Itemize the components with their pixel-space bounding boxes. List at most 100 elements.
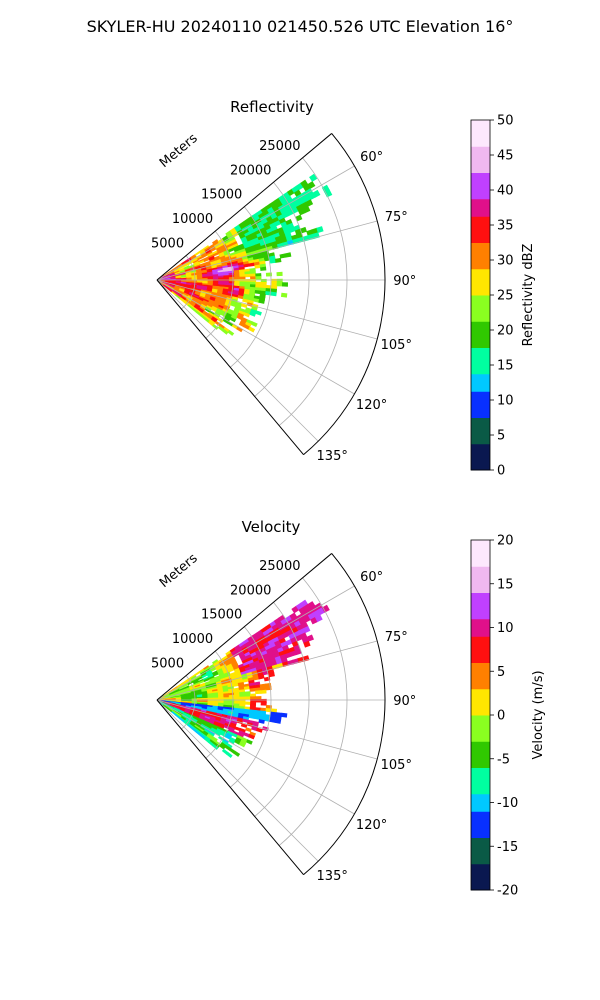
colorbar-tick-label: 45 (497, 149, 514, 164)
colorbar-tick-label: 10 (497, 394, 514, 409)
colorbar-segment (471, 653, 490, 663)
colorbar-segment (471, 583, 490, 593)
colorbar-segment (471, 566, 490, 576)
colorbar-segment (471, 417, 490, 427)
field-cell (281, 282, 289, 287)
field-cell (248, 734, 255, 740)
field-cell (265, 686, 272, 691)
colorbar-segment (471, 872, 490, 882)
field-cell (253, 715, 261, 720)
colorbar-tick-label: 10 (497, 621, 514, 636)
colorbar-tick-label: 40 (497, 184, 514, 199)
sector-edge (156, 279, 304, 455)
colorbar-segment (471, 198, 490, 208)
colorbar-segment (471, 163, 490, 173)
field-cell (280, 292, 288, 298)
range-ring (278, 157, 348, 426)
colorbar-segment (471, 443, 490, 453)
radial-tick-label: 15000 (201, 188, 242, 203)
field-cell (194, 251, 201, 257)
colorbar-segment (471, 181, 490, 191)
azimuth-spoke (156, 279, 319, 442)
colorbar-segment (471, 557, 490, 567)
colorbar-segment (471, 680, 490, 690)
colorbar-tick-label: -15 (497, 840, 518, 855)
field-cell (256, 727, 263, 733)
velocity-radial-tick-labels: 5000 10000 15000 20000 25000 (151, 559, 300, 672)
field-cell (274, 718, 282, 724)
field-cell (250, 276, 257, 280)
field-cell (229, 317, 237, 323)
colorbar-segment (471, 785, 490, 795)
colorbar-segment (471, 618, 490, 628)
field-cell (276, 271, 283, 277)
colorbar-segment (471, 347, 490, 357)
radial-tick-label: 10000 (172, 212, 213, 227)
colorbar-segment (471, 400, 490, 410)
colorbar-segment (471, 120, 490, 130)
azimuth-spoke (156, 699, 378, 760)
colorbar-tick-label: 5 (497, 665, 505, 680)
field-cell (258, 299, 265, 304)
velocity-colorbar: -20 -15 -10 -5 0 5 10 15 20 (470, 534, 518, 899)
colorbar-segment (471, 461, 490, 471)
colorbar-segment (471, 741, 490, 751)
radial-tick-label: 20000 (230, 583, 271, 598)
field-cell (302, 205, 311, 214)
radial-tick-label: 5000 (151, 237, 184, 252)
field-cell (243, 312, 250, 318)
azimuth-tick-label: 135° (317, 449, 348, 464)
radial-tick-label: 25000 (259, 139, 300, 154)
field-cell (190, 675, 197, 680)
field-cell (306, 634, 314, 642)
colorbar-segment (471, 172, 490, 182)
colorbar-segment (471, 575, 490, 585)
colorbar-segment (471, 146, 490, 156)
field-cell (248, 714, 255, 719)
colorbar-segment (471, 837, 490, 847)
azimuth-tick-label: 75° (385, 630, 408, 645)
colorbar-segment (471, 365, 490, 375)
field-cell (255, 310, 262, 316)
colorbar-segment (471, 373, 490, 383)
colorbar-segment (471, 435, 490, 445)
reflectivity-grid (156, 133, 386, 456)
colorbar-segment (471, 750, 490, 760)
colorbar-segment (471, 303, 490, 313)
azimuth-tick-label: 135° (317, 869, 348, 884)
field-cell (244, 696, 251, 700)
colorbar-tick-label: 15 (497, 359, 514, 374)
field-cell (268, 672, 275, 678)
colorbar-segment (471, 268, 490, 278)
azimuth-spoke (156, 220, 378, 281)
colorbar-segment (471, 732, 490, 742)
sector-outer-arc (303, 133, 386, 456)
velocity-panel: Velocity 5000 10000 15000 20000 25000 60° 75°… (151, 518, 416, 884)
field-cell (249, 687, 256, 692)
range-ring (230, 626, 272, 788)
colorbar-segment (471, 321, 490, 331)
field-cell (265, 272, 273, 277)
field-cell (302, 625, 311, 634)
colorbar-tick-label: 50 (497, 114, 514, 129)
colorbar-segment (471, 137, 490, 147)
colorbar-segment (471, 128, 490, 138)
azimuth-tick-label: 90° (393, 274, 416, 289)
velocity-title: Velocity (242, 518, 301, 536)
radial-tick-label: 5000 (151, 657, 184, 672)
field-cell (305, 199, 314, 207)
colorbar-segment (471, 295, 490, 305)
colorbar-segment (471, 636, 490, 646)
radial-tick-label: 20000 (230, 163, 271, 178)
field-cell (190, 255, 197, 260)
colorbar-segment (471, 330, 490, 340)
colorbar-segment (471, 382, 490, 392)
colorbar-segment (471, 277, 490, 287)
colorbar-segment (471, 671, 490, 681)
azimuth-tick-label: 120° (356, 398, 387, 413)
radial-tick-label: 15000 (201, 608, 242, 623)
colorbar-segment (471, 863, 490, 873)
colorbar-segment (471, 793, 490, 803)
field-cell (228, 696, 235, 700)
colorbar-segment (471, 706, 490, 716)
